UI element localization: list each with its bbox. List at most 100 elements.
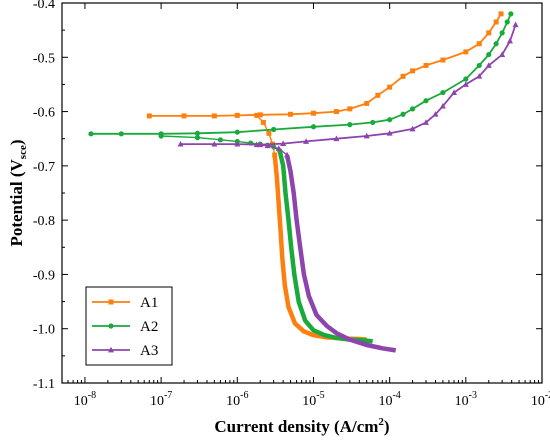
data-point-marker xyxy=(272,152,278,158)
legend-label-a3: A3 xyxy=(140,343,158,359)
data-point-marker xyxy=(347,122,353,128)
data-point-marker xyxy=(363,132,370,139)
data-point-marker xyxy=(432,111,439,117)
data-point-marker xyxy=(375,92,381,98)
series-a1 xyxy=(146,11,504,342)
data-point-marker xyxy=(423,98,429,104)
series-cathodic-branch xyxy=(284,154,397,353)
data-point-marker xyxy=(194,135,201,141)
data-point-marker xyxy=(257,112,263,118)
data-point-marker xyxy=(333,135,340,142)
data-point-marker xyxy=(118,131,124,137)
legend-swatch-marker xyxy=(108,323,114,329)
data-point-marker xyxy=(409,106,416,112)
data-point-marker xyxy=(410,68,416,74)
data-point-marker xyxy=(499,30,505,36)
data-point-marker xyxy=(476,73,483,79)
data-point-marker xyxy=(275,145,282,151)
data-point-marker xyxy=(463,76,469,82)
data-point-marker xyxy=(288,111,294,117)
data-point-marker xyxy=(280,140,287,146)
data-point-marker xyxy=(493,41,499,47)
data-point-marker xyxy=(504,19,510,25)
data-point-marker xyxy=(303,138,310,144)
y-tick-label: -0.9 xyxy=(33,268,55,283)
y-tick-label: -0.8 xyxy=(33,214,55,229)
series-cathodic-branch xyxy=(272,154,367,342)
data-point-marker xyxy=(440,89,446,96)
data-point-marker xyxy=(486,51,492,58)
data-point-marker xyxy=(400,111,406,117)
data-point-marker xyxy=(181,113,187,119)
data-point-marker xyxy=(310,110,316,116)
data-point-marker xyxy=(499,51,506,57)
data-point-marker xyxy=(476,62,482,69)
data-point-marker xyxy=(254,112,260,118)
data-point-marker xyxy=(234,112,240,118)
data-point-marker xyxy=(485,62,492,68)
data-point-marker xyxy=(370,119,376,126)
x-axis-title: Current density (A/cm2) xyxy=(214,416,389,436)
data-point-marker xyxy=(217,137,223,143)
data-point-marker xyxy=(271,126,277,133)
x-tick-label: 10-3 xyxy=(455,390,477,409)
data-point-marker xyxy=(493,19,499,25)
data-point-marker xyxy=(422,119,429,125)
series-a3 xyxy=(177,21,519,353)
data-point-marker xyxy=(88,131,94,137)
y-tick-label: -1.0 xyxy=(33,323,55,338)
data-point-marker xyxy=(194,130,201,136)
data-point-marker xyxy=(177,140,184,147)
data-point-marker xyxy=(211,140,218,147)
data-point-marker xyxy=(387,84,393,90)
data-point-marker xyxy=(310,124,317,130)
legend-label-a1: A1 xyxy=(140,295,158,311)
x-tick-label: 10-5 xyxy=(302,390,324,409)
x-tick-label: 10-8 xyxy=(74,390,96,409)
legend-swatch-marker xyxy=(108,346,114,353)
data-point-marker xyxy=(364,100,370,106)
data-point-marker xyxy=(347,106,353,112)
data-point-marker xyxy=(462,81,469,87)
x-tick-label: 10-4 xyxy=(378,390,400,409)
data-point-marker xyxy=(387,117,393,123)
data-point-marker xyxy=(386,130,393,136)
data-point-marker xyxy=(146,113,152,119)
data-point-marker xyxy=(400,73,406,79)
data-point-marker xyxy=(266,130,272,136)
data-point-marker xyxy=(476,41,482,47)
data-point-marker xyxy=(486,30,492,36)
data-point-marker xyxy=(158,133,164,139)
data-point-marker xyxy=(409,125,416,132)
data-point-marker xyxy=(234,140,241,147)
y-tick-label: -0.4 xyxy=(33,0,55,12)
data-point-marker xyxy=(333,109,339,115)
data-point-marker xyxy=(506,37,513,44)
data-point-marker xyxy=(439,102,446,109)
data-point-marker xyxy=(423,62,429,68)
data-point-marker xyxy=(211,113,217,119)
y-tick-label: -1.1 xyxy=(33,377,55,392)
y-axis-title: Potential (Vsce) xyxy=(7,139,29,246)
legend: A1 A2 A3 xyxy=(85,286,173,366)
x-tick-label: 10-2 xyxy=(531,390,550,409)
data-point-marker xyxy=(234,129,240,135)
x-tick-label: 10-7 xyxy=(150,390,172,409)
data-point-marker xyxy=(284,151,291,158)
data-point-marker xyxy=(260,119,266,125)
y-tick-label: -0.5 xyxy=(33,51,55,66)
data-point-marker xyxy=(440,57,446,63)
data-point-marker xyxy=(253,141,260,148)
legend-swatch-marker xyxy=(108,299,114,305)
y-tick-label: -0.6 xyxy=(33,106,55,121)
data-point-marker xyxy=(498,11,504,17)
data-point-marker xyxy=(463,49,469,55)
data-point-marker xyxy=(508,11,514,17)
x-tick-label: 10-6 xyxy=(226,390,248,409)
data-point-marker xyxy=(264,142,271,149)
data-point-marker xyxy=(451,89,458,95)
y-tick-label: -0.7 xyxy=(33,160,55,175)
legend-label-a2: A2 xyxy=(140,319,158,335)
data-point-marker xyxy=(512,21,519,28)
